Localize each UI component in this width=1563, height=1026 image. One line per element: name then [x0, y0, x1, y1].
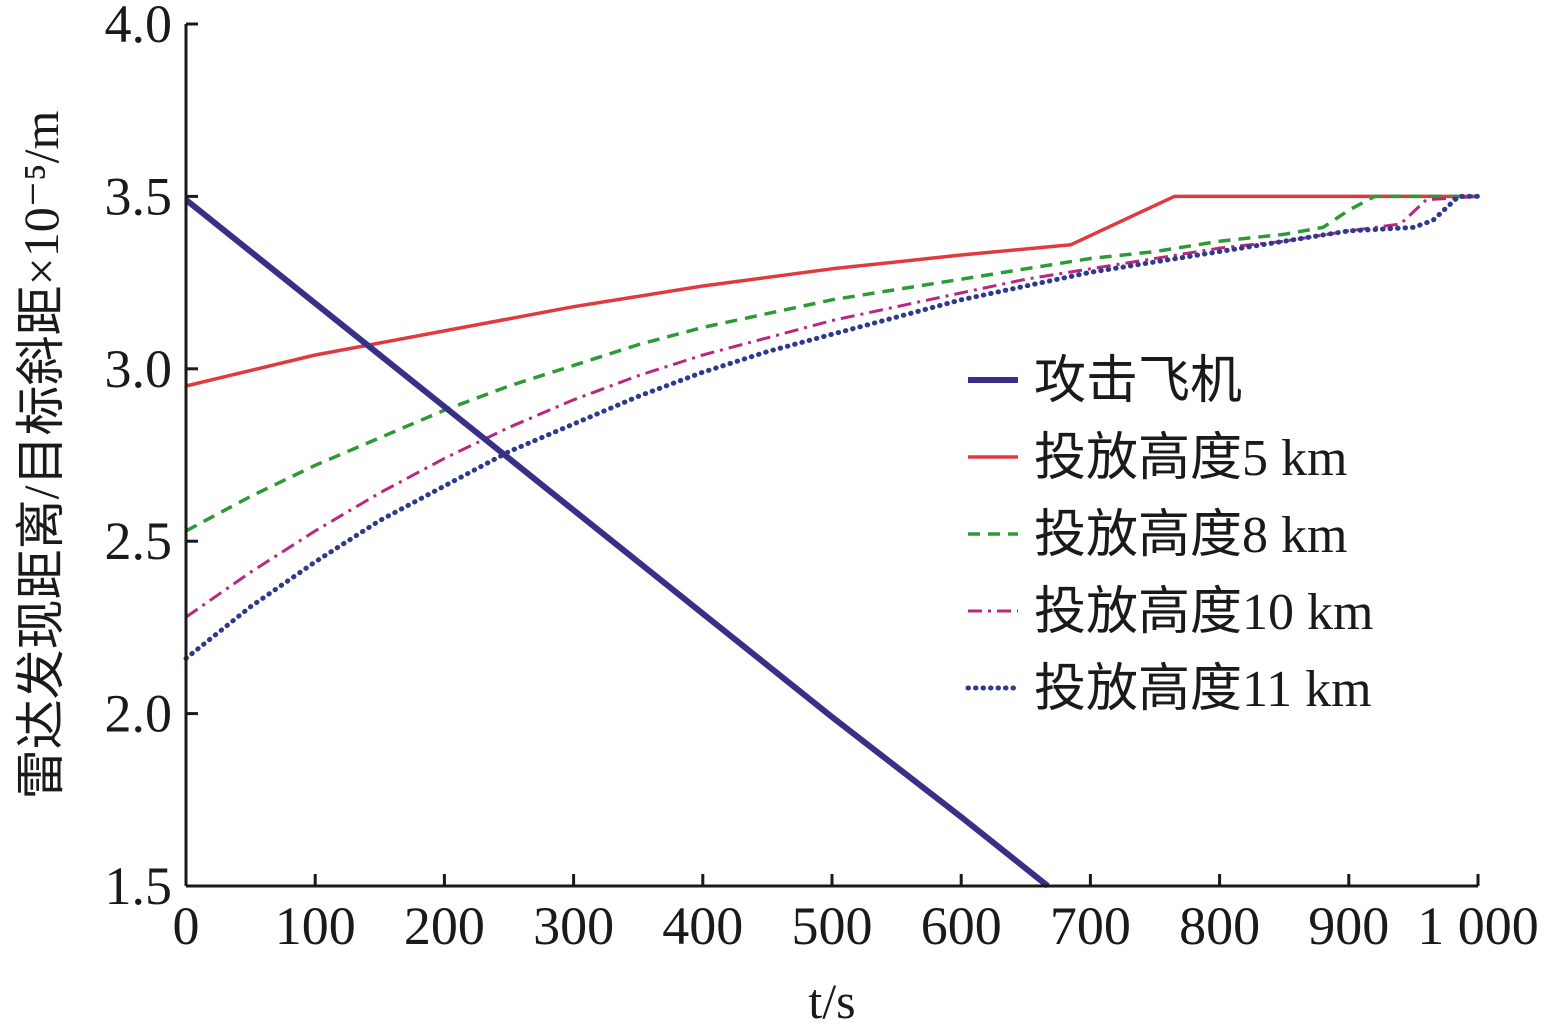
x-tick-label: 100 — [275, 896, 356, 956]
x-tick-label: 500 — [792, 896, 873, 956]
series-line — [185, 194, 1479, 619]
y-tick-label: 2.0 — [105, 684, 173, 744]
y-tick-label: 1.5 — [105, 856, 173, 916]
x-tick-label: 1 000 — [1417, 896, 1539, 956]
legend-label: 投放高度10 km — [1034, 584, 1373, 641]
y-tick-label: 2.5 — [105, 511, 173, 571]
x-axis-title: t/s — [808, 973, 855, 1026]
legend-label: 投放高度11 km — [1034, 661, 1372, 718]
ticks-layer: 0 100 200 300 400 500 600 700 800 900 1 000 1.5 2.0 2… — [105, 0, 1539, 956]
series-line — [185, 194, 1478, 533]
legend-label: 攻击飞机 — [1034, 353, 1242, 410]
legend-label: 投放高度5 km — [1034, 430, 1347, 487]
y-tick-label: 4.0 — [105, 0, 173, 54]
series-line — [183, 193, 1481, 661]
legend-label: 投放高度8 km — [1034, 507, 1347, 564]
x-tick-label: 700 — [1050, 896, 1131, 956]
x-tick-label: 400 — [662, 896, 743, 956]
series-line — [184, 197, 1050, 889]
x-tick-label: 200 — [404, 896, 485, 956]
y-tick-label: 3.0 — [105, 339, 173, 399]
x-tick-label: 0 — [173, 896, 200, 956]
y-tick-label: 3.5 — [105, 166, 173, 226]
series-line — [185, 194, 1478, 388]
x-tick-label: 800 — [1179, 896, 1260, 956]
x-tick-label: 300 — [533, 896, 614, 956]
x-tick-label: 600 — [921, 896, 1002, 956]
x-tick-label: 900 — [1308, 896, 1389, 956]
y-axis-title: 雷达发现距离/目标斜距×10⁻⁵/m — [13, 111, 69, 800]
series-layer — [183, 193, 1481, 889]
